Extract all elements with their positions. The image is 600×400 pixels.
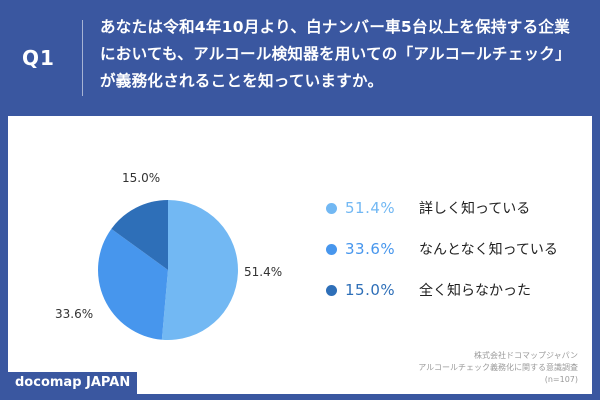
legend-dot-icon <box>326 202 337 214</box>
question-divider <box>82 20 83 96</box>
pie-chart <box>98 200 238 340</box>
source-survey: アルコールチェック義務化に関する意識調査 <box>418 363 578 372</box>
legend-pct: 33.6% <box>345 240 396 258</box>
source-company: 株式会社ドコマップジャパン <box>474 351 578 360</box>
legend-item-kuwashiku: 51.4% 詳しく知っている <box>326 198 558 218</box>
pie-label-nantonaku: 33.6% <box>55 307 94 321</box>
legend-dot-icon <box>326 284 337 296</box>
legend: 51.4% 詳しく知っている 33.6% なんとなく知っている 15.0% 全く… <box>326 198 558 321</box>
pie-slice-nantonaku <box>98 228 168 340</box>
brand-logo: docomap JAPAN <box>8 372 138 394</box>
source-note: 株式会社ドコマップジャパン アルコールチェック義務化に関する意識調査 (n=10… <box>418 350 578 386</box>
pie-slice-zenku <box>111 200 168 270</box>
legend-item-nantonaku: 33.6% なんとなく知っている <box>326 239 558 259</box>
legend-label: 全く知らなかった <box>419 283 531 299</box>
legend-pct: 51.4% <box>345 199 396 217</box>
source-sample-size: (n=107) <box>544 375 578 384</box>
legend-pct: 15.0% <box>345 281 396 299</box>
question-label: Q1 <box>22 46 55 70</box>
pie-label-zenku: 15.0% <box>122 171 161 185</box>
chart-panel: 15.0% 51.4% 33.6% 51.4% 詳しく知っている 33.6% な… <box>8 116 592 394</box>
question-text: あなたは令和4年10月より、白ナンバー車5台以上を保持する企業においても、アルコ… <box>100 18 571 90</box>
legend-dot-icon <box>326 243 337 255</box>
pie-label-kuwashiku: 51.4% <box>244 265 283 279</box>
legend-item-zenku: 15.0% 全く知らなかった <box>326 280 558 300</box>
pie-slice-kuwashiku <box>161 200 238 340</box>
legend-label: 詳しく知っている <box>419 201 531 217</box>
question-header: Q1 あなたは令和4年10月より、白ナンバー車5台以上を保持する企業においても、… <box>0 0 600 108</box>
legend-label: なんとなく知っている <box>419 242 558 258</box>
